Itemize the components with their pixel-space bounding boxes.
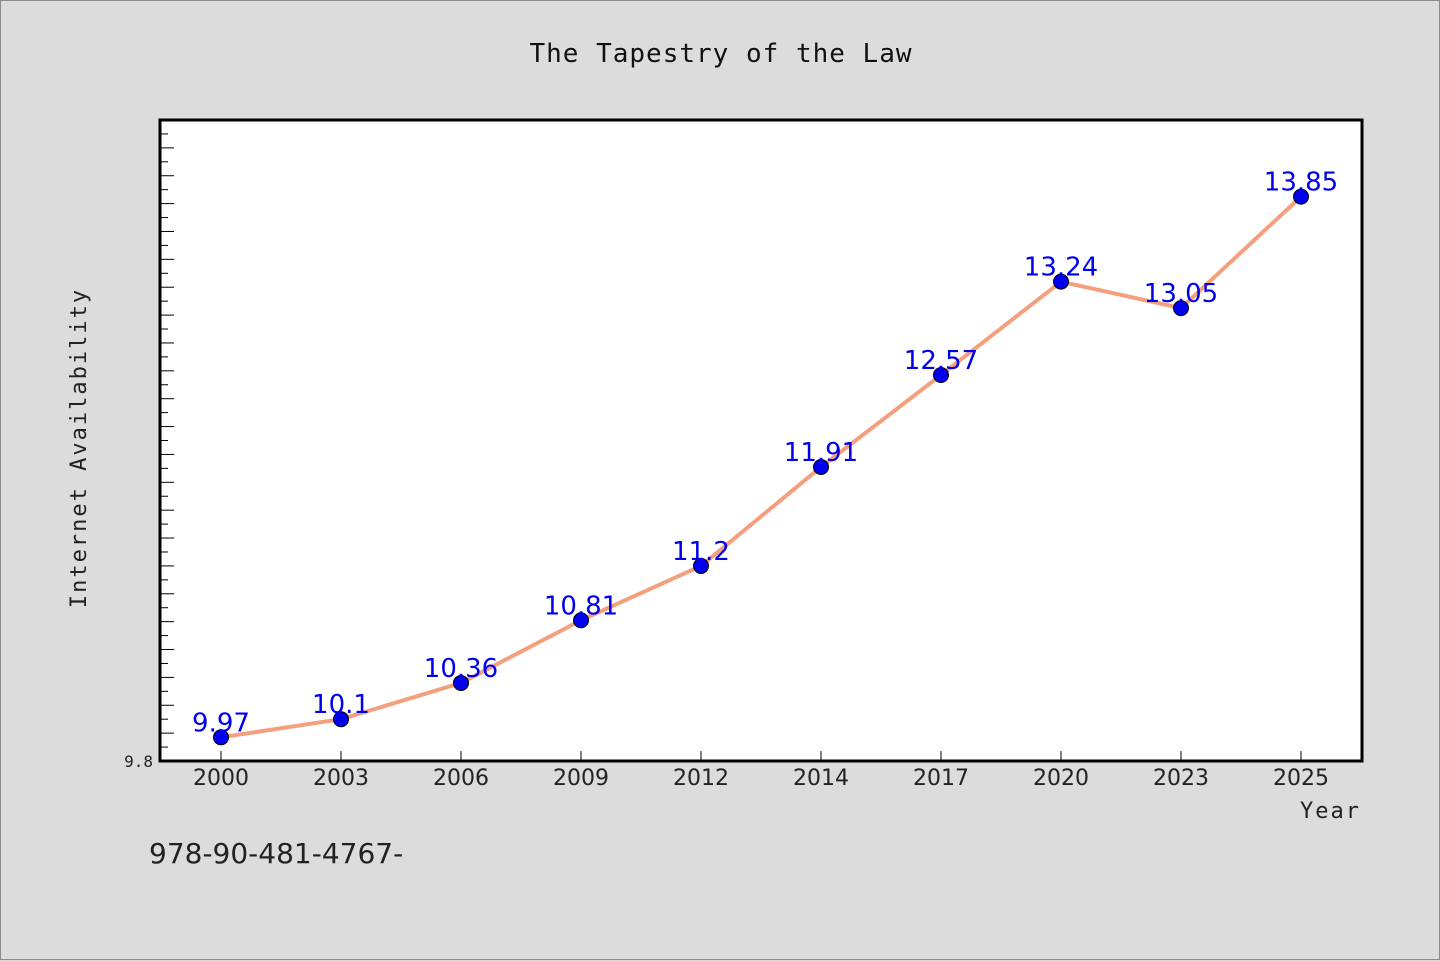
data-point	[333, 711, 349, 728]
x-tick-label: 2003	[313, 766, 369, 791]
x-tick-label: 2025	[1273, 766, 1329, 791]
data-label: 12.57	[904, 346, 978, 376]
data-label: 10.81	[544, 591, 618, 621]
x-tick-label: 2000	[193, 766, 249, 791]
data-point	[813, 458, 829, 475]
y-axis-ticks	[160, 119, 174, 748]
data-point	[693, 557, 709, 574]
data-label: 13.85	[1264, 168, 1338, 198]
data-point	[213, 729, 229, 746]
x-tick-label: 2009	[553, 766, 609, 791]
data-label: 13.24	[1024, 253, 1098, 283]
x-tick-label: 2023	[1153, 766, 1209, 791]
x-tick-label: 2017	[913, 766, 969, 791]
x-tick-label: 2006	[433, 766, 489, 791]
x-tick-label: 2014	[793, 766, 849, 791]
data-label: 10.36	[424, 654, 498, 684]
data-point	[1293, 188, 1309, 205]
data-point	[1173, 300, 1189, 317]
chart-title: The Tapestry of the Law	[529, 39, 912, 69]
footer-isbn: 978-90-481-4767-	[149, 837, 403, 870]
data-label: 11.91	[784, 438, 858, 468]
x-axis-label: Year	[1300, 799, 1361, 824]
y-axis-label: Internet Availability	[67, 288, 92, 608]
data-point	[1053, 273, 1069, 290]
series-layer: 9.97 10.1 10.36 10.81 11.2 11.91 12.57 13.24 13.…	[192, 168, 1338, 746]
data-point	[453, 674, 469, 691]
x-tick-label: 2012	[673, 766, 729, 791]
series-line	[219, 194, 1303, 740]
data-point	[573, 612, 589, 629]
data-label: 9.97	[192, 708, 250, 738]
plot-area	[158, 118, 1364, 763]
y-axis-min-label: 9.8	[124, 752, 153, 771]
data-label: 13.05	[1144, 279, 1218, 309]
x-axis-tick-labels: 2000 2003 2006 2009 2012 2014 2017 2020 2023 2025	[193, 766, 1329, 791]
x-tick-label: 2020	[1033, 766, 1089, 791]
data-point	[933, 367, 949, 384]
x-axis-ticks	[220, 751, 1302, 761]
data-label: 11.2	[672, 537, 730, 567]
data-label: 10.1	[312, 690, 370, 720]
